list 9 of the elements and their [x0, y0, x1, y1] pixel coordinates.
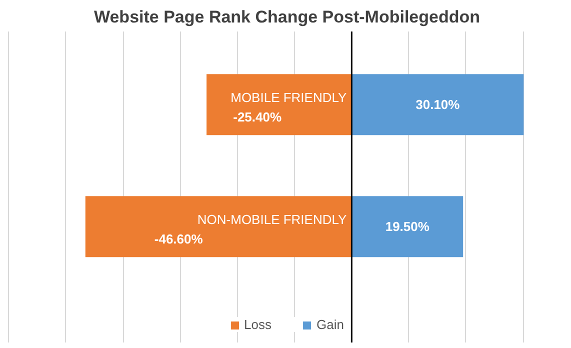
legend-label: Loss — [244, 317, 272, 332]
data-label: 19.50% — [385, 219, 430, 234]
y-tick-label: NON-MOBILE FRIENDLY — [197, 212, 348, 227]
chart-title: Website Page Rank Change Post-Mobilegeddon — [94, 8, 480, 26]
data-label: -25.40% — [233, 109, 282, 124]
legend-label: Gain — [316, 317, 344, 332]
data-label: -46.60% — [154, 231, 204, 246]
data-label: 30.10% — [416, 97, 460, 112]
y-tick-label: MOBILE FRIENDLY — [230, 90, 348, 105]
